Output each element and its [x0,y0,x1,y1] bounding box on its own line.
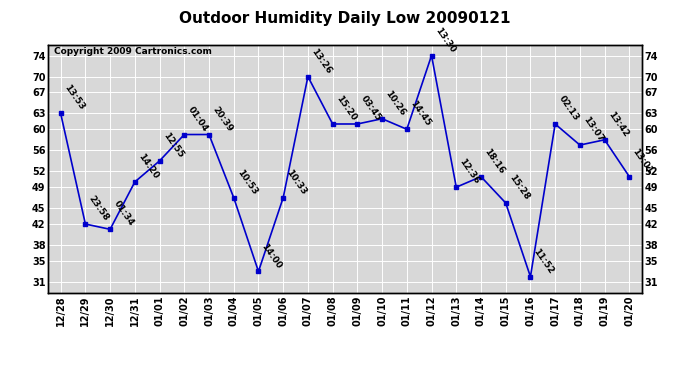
Text: 03:45: 03:45 [359,94,382,123]
Text: Copyright 2009 Cartronics.com: Copyright 2009 Cartronics.com [55,48,212,57]
Text: 12:36: 12:36 [457,157,482,186]
Text: 01:34: 01:34 [112,199,135,228]
Text: 13:01: 13:01 [631,147,654,175]
Text: 14:20: 14:20 [136,152,160,180]
Text: 12:55: 12:55 [161,131,185,159]
Text: 13:53: 13:53 [62,84,86,112]
Text: 15:20: 15:20 [334,94,357,123]
Text: 13:30: 13:30 [433,26,457,54]
Text: 13:26: 13:26 [309,46,333,75]
Text: 11:52: 11:52 [532,247,555,275]
Text: 10:53: 10:53 [235,168,259,196]
Text: 10:33: 10:33 [284,168,308,196]
Text: 20:39: 20:39 [210,105,234,133]
Text: 14:45: 14:45 [408,99,432,128]
Text: 02:13: 02:13 [557,94,580,123]
Text: 15:28: 15:28 [507,173,531,202]
Text: 13:07: 13:07 [581,115,605,144]
Text: 14:00: 14:00 [260,242,284,270]
Text: 13:42: 13:42 [606,110,630,138]
Text: 01:04: 01:04 [186,105,209,133]
Text: 23:58: 23:58 [87,194,110,223]
Text: 10:26: 10:26 [384,89,407,117]
Text: Outdoor Humidity Daily Low 20090121: Outdoor Humidity Daily Low 20090121 [179,11,511,26]
Text: 18:16: 18:16 [482,147,506,175]
